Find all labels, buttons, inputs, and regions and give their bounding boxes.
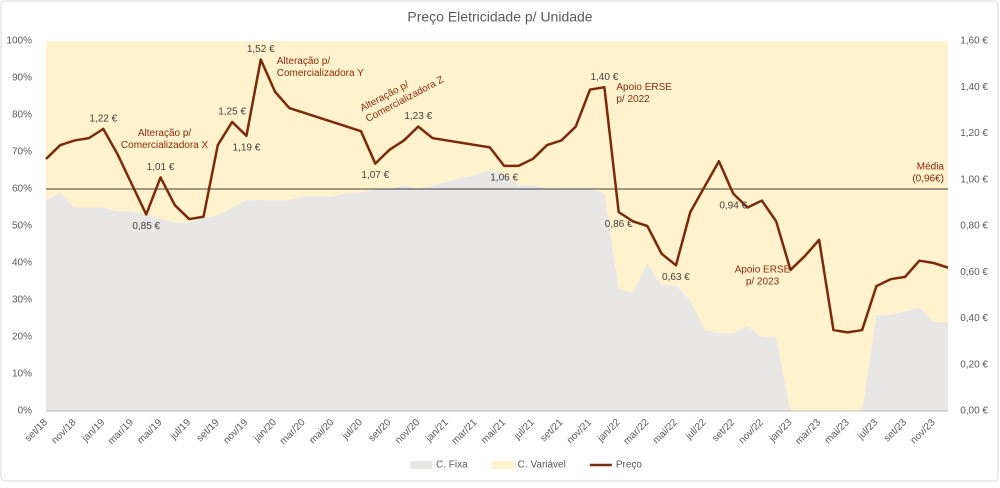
legend-label: C. Fixa: [436, 460, 468, 471]
data-label: 1,52 €: [247, 44, 275, 55]
y-tick-label: 0%: [18, 406, 33, 417]
annotation: Alteração p/Comercializadora Y: [277, 56, 364, 79]
data-label: 0,85 €: [132, 221, 160, 232]
data-label: 0,86 €: [605, 219, 633, 230]
y-tick-label: 100%: [6, 36, 32, 47]
y2-tick-label: 0,60 €: [960, 267, 988, 278]
annotation-text: Apoio ERSE: [735, 265, 791, 276]
area-layer: [46, 41, 948, 411]
chart-title: Preço Eletricidade p/ Unidade: [407, 9, 592, 25]
reference-label: (0,96€): [912, 174, 944, 185]
y-tick-label: 10%: [12, 369, 32, 380]
y-tick-label: 30%: [12, 295, 32, 306]
data-label: 0,63 €: [662, 272, 690, 283]
line: [45, 58, 949, 334]
y-tick-label: 40%: [12, 258, 32, 269]
annotation: Alteração p/Comercializadora X: [121, 128, 209, 151]
legend-label: Preço: [616, 460, 643, 471]
data-label: 1,23 €: [404, 111, 432, 122]
annotation-text: Alteração p/: [138, 128, 192, 139]
y-tick-label: 80%: [12, 110, 32, 121]
data-label: 1,22 €: [89, 114, 117, 125]
annotation-text: p/ 2022: [616, 94, 650, 105]
y2-tick-label: 1,00 €: [960, 174, 988, 185]
data-label: 0,94 €: [719, 200, 747, 211]
y-tick-label: 90%: [12, 73, 32, 84]
y2-tick-label: 1,40 €: [960, 82, 988, 93]
legend-item: C. Fixa: [410, 460, 468, 471]
legend-swatch: [491, 461, 514, 469]
area: [46, 170, 948, 411]
y-tick-label: 50%: [12, 221, 32, 232]
y2-tick-label: 1,60 €: [960, 36, 988, 47]
data-label: 1,01 €: [147, 162, 175, 173]
legend-item: C. Variável: [491, 460, 566, 471]
y2-tick-label: 0,20 €: [960, 359, 988, 370]
data-label: 1,07 €: [361, 170, 389, 181]
y2-tick-label: 0,40 €: [960, 313, 988, 324]
y2-tick-label: 0,00 €: [960, 406, 988, 417]
data-label: 1,06 €: [490, 173, 518, 184]
data-label: 1,25 €: [218, 107, 246, 118]
data-label: 1,19 €: [233, 142, 261, 153]
area: [46, 41, 948, 411]
annotation-text: Alteração p/: [277, 56, 331, 67]
y2-tick-label: 0,80 €: [960, 221, 988, 232]
annotation-text: Comercializadora X: [121, 140, 209, 151]
data-label: 1,40 €: [590, 72, 618, 83]
legend-item: Preço: [589, 460, 643, 471]
annotation-text: Comercializadora Y: [277, 68, 364, 79]
annotation-text: p/ 2023: [746, 277, 780, 288]
legend-label: C. Variável: [518, 460, 566, 471]
y-tick-label: 70%: [12, 147, 32, 158]
legend-swatch: [410, 461, 432, 469]
annotation-text: Apoio ERSE: [616, 82, 672, 93]
reference-label: Média: [917, 162, 945, 173]
y2-tick-label: 1,20 €: [960, 128, 988, 139]
y-tick-label: 20%: [12, 332, 32, 343]
y-tick-label: 60%: [12, 184, 32, 195]
